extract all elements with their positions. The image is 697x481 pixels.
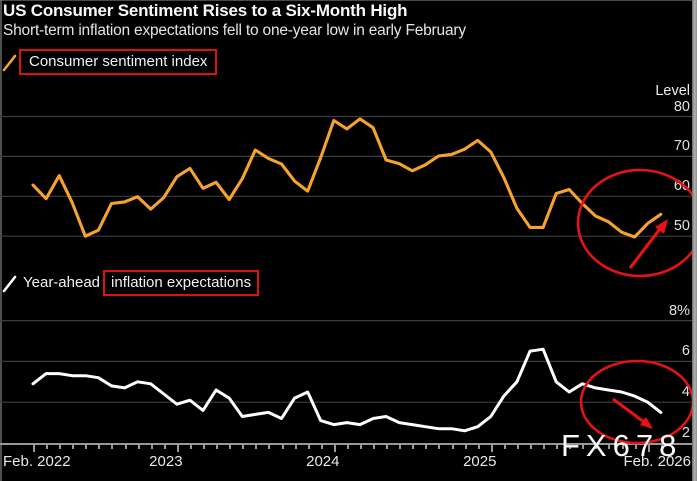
x-tick bbox=[412, 445, 415, 449]
legend-label-sentiment-boxed: Consumer sentiment index bbox=[19, 49, 218, 75]
x-label-year: 2023 bbox=[149, 453, 183, 470]
consumer-sentiment-chart bbox=[0, 115, 692, 239]
x-tick bbox=[98, 445, 101, 449]
x-tick bbox=[621, 445, 624, 449]
x-tick bbox=[111, 445, 114, 449]
y-axis-unit-label: Level bbox=[655, 83, 690, 99]
left-edge-line bbox=[0, 0, 2, 481]
x-tick bbox=[124, 445, 127, 449]
x-tick bbox=[477, 445, 480, 449]
x-tick bbox=[150, 445, 153, 449]
x-tick bbox=[582, 445, 585, 449]
x-tick bbox=[386, 445, 389, 449]
x-tick bbox=[229, 445, 232, 449]
x-tick bbox=[33, 445, 35, 452]
x-tick bbox=[346, 445, 349, 449]
chart-subtitle: Short-term inflation expectations fell t… bbox=[3, 22, 466, 39]
x-label-end: Feb. 2026 bbox=[623, 453, 691, 470]
series-line-sentiment bbox=[31, 117, 663, 239]
x-tick bbox=[333, 445, 336, 452]
x-tick bbox=[46, 445, 49, 449]
x-tick bbox=[595, 445, 598, 449]
y-tick-label: 50 bbox=[673, 218, 690, 235]
legend-consumer-sentiment: Consumer sentiment index bbox=[2, 49, 218, 75]
x-tick bbox=[608, 445, 611, 449]
x-tick bbox=[137, 445, 140, 449]
x-tick bbox=[307, 445, 310, 449]
x-tick bbox=[556, 445, 559, 449]
legend-label-inflation-prefix: Year-ahead bbox=[23, 274, 101, 291]
x-tick bbox=[255, 445, 258, 449]
y-tick-label: 70 bbox=[673, 138, 690, 155]
x-tick bbox=[320, 445, 323, 449]
x-tick bbox=[399, 445, 402, 449]
x-tick bbox=[543, 445, 546, 449]
x-label-start: Feb. 2022 bbox=[3, 453, 71, 470]
x-tick bbox=[359, 445, 362, 449]
x-tick bbox=[294, 445, 297, 449]
legend-label-inflation-boxed: inflation expectations bbox=[103, 270, 260, 296]
x-tick bbox=[242, 445, 245, 449]
x-tick bbox=[72, 445, 75, 449]
x-tick bbox=[438, 445, 441, 449]
x-tick bbox=[451, 445, 454, 449]
x-label-year: 2024 bbox=[306, 453, 340, 470]
y-tick-label: 60 bbox=[673, 178, 690, 195]
fx678-watermark: FX678 bbox=[561, 428, 683, 463]
x-tick bbox=[59, 445, 62, 449]
x-tick bbox=[85, 445, 88, 449]
y-tick-label: 8% bbox=[669, 302, 690, 319]
x-tick bbox=[216, 445, 219, 449]
y-tick-label: 6 bbox=[681, 343, 690, 360]
x-tick bbox=[634, 445, 637, 449]
orange-line-sample-icon bbox=[2, 54, 17, 71]
x-tick bbox=[647, 445, 650, 452]
x-tick bbox=[660, 445, 663, 449]
x-tick bbox=[189, 445, 192, 449]
right-scrollbar[interactable] bbox=[692, 0, 697, 481]
x-label-year: 2025 bbox=[463, 453, 497, 470]
y-tick-label: 4 bbox=[681, 384, 690, 401]
x-tick bbox=[503, 445, 506, 449]
x-axis-line bbox=[0, 443, 692, 445]
x-tick bbox=[203, 445, 206, 449]
top-edge-line bbox=[0, 0, 697, 1]
x-tick bbox=[516, 445, 519, 449]
x-tick bbox=[176, 445, 179, 452]
x-tick bbox=[490, 445, 493, 452]
white-line-sample-icon bbox=[2, 275, 17, 292]
x-tick bbox=[569, 445, 572, 449]
x-tick bbox=[373, 445, 376, 449]
x-tick bbox=[425, 445, 428, 449]
x-tick bbox=[268, 445, 271, 449]
x-tick bbox=[163, 445, 166, 449]
y-tick-label: 2 bbox=[681, 425, 690, 441]
x-tick bbox=[530, 445, 532, 449]
x-tick bbox=[281, 445, 284, 449]
legend-inflation-expectations: Year-ahead inflation expectations bbox=[2, 270, 260, 296]
inflation-expectations-chart bbox=[0, 320, 692, 433]
chart-title: US Consumer Sentiment Rises to a Six-Mon… bbox=[3, 1, 408, 20]
series-line-inflation bbox=[31, 347, 663, 433]
y-tick-label: 80 bbox=[673, 98, 690, 115]
x-tick bbox=[464, 445, 467, 449]
